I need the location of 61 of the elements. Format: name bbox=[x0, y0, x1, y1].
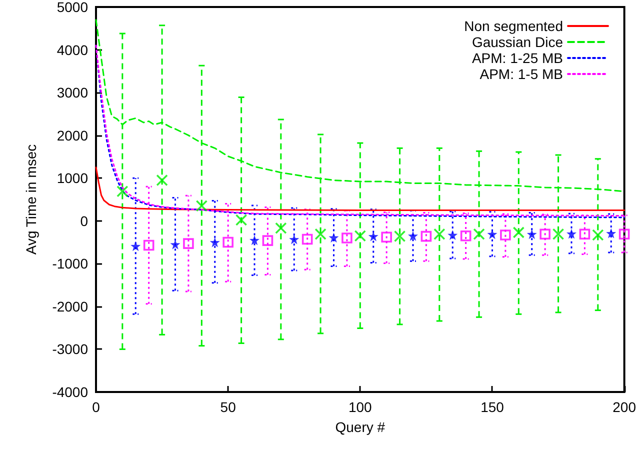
point bbox=[606, 228, 616, 238]
point bbox=[487, 229, 498, 240]
y-tick-label: 2000 bbox=[56, 127, 88, 144]
point bbox=[210, 237, 220, 248]
point bbox=[448, 230, 458, 240]
legend-label: Gaussian Dice bbox=[472, 34, 564, 50]
point bbox=[196, 200, 208, 212]
point bbox=[116, 185, 128, 198]
y-tick-label: -2000 bbox=[52, 298, 88, 314]
x-tick-label: 150 bbox=[480, 399, 504, 415]
y-axis-title: Avg Time in msec bbox=[23, 144, 39, 255]
point bbox=[342, 232, 352, 244]
point bbox=[408, 230, 418, 241]
y-tick-label: 3000 bbox=[56, 84, 88, 101]
point bbox=[235, 214, 248, 226]
point bbox=[592, 229, 604, 241]
point bbox=[618, 228, 630, 240]
point bbox=[249, 235, 260, 246]
x-tick-label: 0 bbox=[92, 399, 100, 415]
legend-label: APM: 1-5 MB bbox=[480, 66, 563, 82]
point bbox=[328, 232, 339, 243]
point bbox=[566, 228, 576, 239]
line-series bbox=[95, 166, 626, 211]
y-tick-label: -3000 bbox=[52, 341, 88, 358]
point bbox=[170, 239, 180, 250]
y-tick-label: 4000 bbox=[56, 42, 88, 58]
point bbox=[130, 241, 141, 252]
y-tick-label: -1000 bbox=[52, 256, 88, 272]
point bbox=[289, 234, 300, 244]
x-tick-label: 50 bbox=[220, 399, 236, 415]
x-tick-label: 200 bbox=[612, 399, 636, 415]
y-tick-label: 5000 bbox=[56, 0, 88, 15]
point bbox=[460, 230, 472, 242]
point bbox=[222, 236, 234, 248]
point bbox=[314, 228, 326, 240]
point bbox=[434, 228, 446, 240]
point bbox=[473, 228, 485, 240]
y-tick-label: -4000 bbox=[52, 384, 88, 400]
x-axis-title: Query # bbox=[335, 419, 386, 435]
point bbox=[526, 229, 537, 240]
point bbox=[500, 230, 511, 240]
x-tick-label: 100 bbox=[348, 399, 372, 415]
point bbox=[579, 228, 590, 240]
point bbox=[302, 234, 313, 245]
point bbox=[183, 238, 194, 249]
point bbox=[420, 230, 432, 242]
point bbox=[540, 228, 550, 240]
y-tick-label: 0 bbox=[80, 212, 88, 229]
y-tick-label: 1000 bbox=[56, 170, 88, 186]
point bbox=[394, 230, 406, 242]
point bbox=[368, 231, 378, 242]
point bbox=[552, 228, 564, 240]
point bbox=[143, 240, 154, 251]
point bbox=[354, 230, 366, 242]
point bbox=[512, 226, 525, 238]
point bbox=[275, 222, 287, 234]
point bbox=[381, 232, 392, 243]
legend-label: APM: 1-25 MB bbox=[472, 50, 563, 66]
legend-label: Non segmented bbox=[464, 18, 563, 34]
point bbox=[262, 235, 274, 246]
point bbox=[156, 174, 168, 186]
